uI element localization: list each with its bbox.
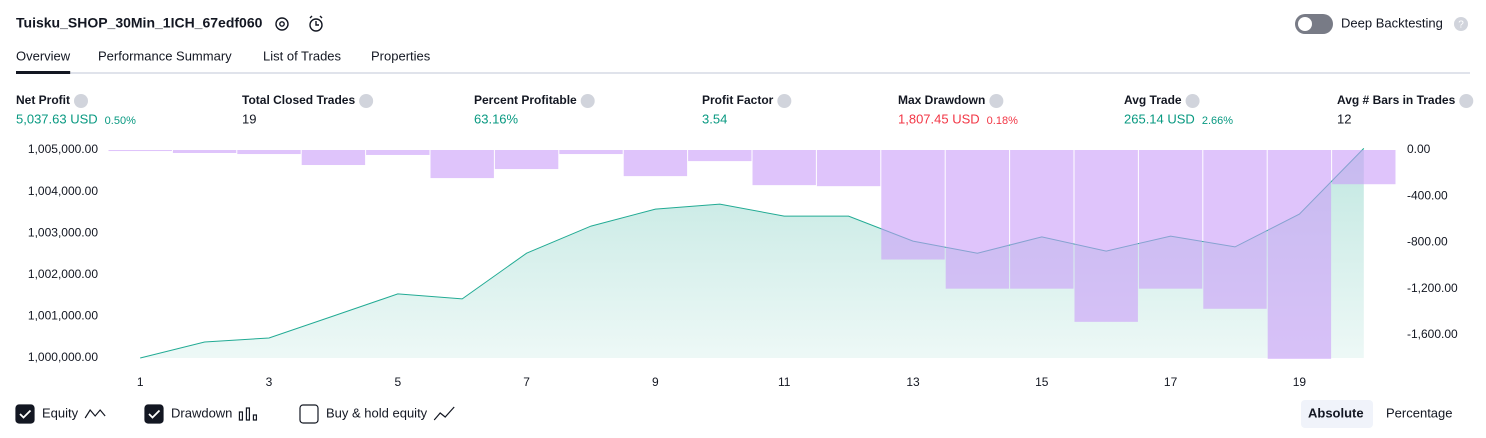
x-tick-label: 13 <box>906 375 920 389</box>
drawdown-bar <box>1332 150 1396 185</box>
checkbox[interactable] <box>144 404 164 424</box>
tab[interactable]: Properties <box>371 48 431 63</box>
y2-tick-label: -1,200.00 <box>1407 281 1458 295</box>
x-tick-label: 9 <box>652 375 659 389</box>
metric-value: 265.14 USD <box>1124 111 1195 126</box>
metric-value: 19 <box>242 111 256 126</box>
help-icon[interactable] <box>1454 17 1468 31</box>
metric-percent: 0.18% <box>987 115 1018 127</box>
metric-value: 3.54 <box>702 111 727 126</box>
y2-tick-label: -1,600.00 <box>1407 327 1458 341</box>
checkbox[interactable] <box>15 404 35 424</box>
metric-percent: 0.50% <box>105 115 136 127</box>
y-tick-label: 1,000,000.00 <box>28 350 98 364</box>
y-tick-label: 1,001,000.00 <box>28 309 98 323</box>
drawdown-bar <box>494 150 559 170</box>
scale-button-bg[interactable] <box>1301 400 1373 428</box>
x-tick-label: 15 <box>1035 375 1049 389</box>
add-alert-icon[interactable] <box>309 15 323 32</box>
legend-icon <box>238 407 258 421</box>
x-tick-label: 3 <box>266 375 273 389</box>
metrics: Net Profit 5,037.63 USD 0.50% Total Closed … <box>16 93 1474 127</box>
metric-value: 12 <box>1337 111 1351 126</box>
drawdown-bar <box>430 150 494 179</box>
toggle-knob <box>1298 17 1312 31</box>
drawdown-bar <box>172 150 237 154</box>
tab[interactable]: List of Trades <box>263 48 342 63</box>
x-tick-label: 5 <box>394 375 401 389</box>
metric-label: Profit Factor <box>702 93 774 107</box>
equity-area <box>140 148 1364 358</box>
drawdown-bar <box>1010 150 1074 289</box>
metric-value: 63.16% <box>474 111 519 126</box>
drawdown-bar <box>1203 150 1267 309</box>
y2-tick-label: -800.00 <box>1407 235 1448 249</box>
checkbox[interactable] <box>299 404 319 424</box>
active-tab-underline <box>16 71 71 74</box>
legend-icon <box>84 408 106 419</box>
drawdown-bar <box>108 150 172 152</box>
x-tick-label: 19 <box>1293 375 1307 389</box>
info-icon[interactable] <box>359 94 374 108</box>
scale-button[interactable]: Percentage <box>1386 405 1453 420</box>
tab[interactable]: Overview <box>16 48 71 63</box>
y-tick-label: 1,005,000.00 <box>28 142 98 156</box>
metric-label: Percent Profitable <box>474 93 577 107</box>
help-mark: ? <box>1458 20 1464 31</box>
metric-label: Avg # Bars in Trades <box>1337 93 1456 107</box>
drawdown-bar <box>945 150 1010 289</box>
info-icon[interactable] <box>777 94 792 108</box>
info-icon[interactable] <box>580 94 595 108</box>
info-icon[interactable] <box>74 94 88 108</box>
x-tick-label: 1 <box>137 375 144 389</box>
drawdown-bar <box>688 150 752 162</box>
metric-value: 5,037.63 USD <box>16 111 98 126</box>
x-tick-label: 7 <box>523 375 530 389</box>
footer: Equity Drawdown Buy & hold equity Absolute P… <box>15 400 1453 428</box>
drawdown-bar <box>559 150 623 155</box>
metric-value: 1,807.45 USD <box>898 111 980 126</box>
drawdown-bar <box>752 150 816 186</box>
x-tick-label: 17 <box>1164 375 1178 389</box>
legend-label: Equity <box>42 405 79 420</box>
drawdown-bar <box>366 150 430 155</box>
y-tick-label: 1,004,000.00 <box>28 184 98 198</box>
metric-label: Max Drawdown <box>898 93 985 107</box>
legend-label: Buy & hold equity <box>326 405 428 420</box>
metric-label: Net Profit <box>16 93 70 107</box>
drawdown-bar <box>1074 150 1138 322</box>
drawdown-bar <box>881 150 945 260</box>
chart: 1,000,000.00 1,001,000.00 1,002,000.00 1,00… <box>28 142 1458 389</box>
y-tick-label: 1,002,000.00 <box>28 267 98 281</box>
x-tick-label: 11 <box>778 375 791 389</box>
checkmark <box>148 409 161 419</box>
strategy-title: Tuisku_SHOP_30Min_1ICH_67edf060 <box>16 15 263 31</box>
settings-icon[interactable] <box>275 17 289 31</box>
drawdown-bar <box>816 150 881 187</box>
info-icon[interactable] <box>989 94 1004 108</box>
drawdown-bar <box>623 150 688 177</box>
metric-label: Avg Trade <box>1124 93 1182 107</box>
drawdown-bar <box>1138 150 1203 289</box>
scale-button[interactable]: Absolute <box>1308 405 1364 420</box>
drawdown-bar <box>1267 150 1332 359</box>
legend-icon <box>433 406 455 421</box>
y-tick-label: 1,003,000.00 <box>28 225 98 239</box>
y2-tick-label: 0.00 <box>1407 142 1431 156</box>
y2-tick-label: -400.00 <box>1407 188 1448 202</box>
metric-percent: 2.66% <box>1202 115 1233 127</box>
drawdown-bar <box>301 150 366 166</box>
info-icon[interactable] <box>1185 94 1200 108</box>
tab[interactable]: Performance Summary <box>98 48 232 63</box>
drawdown-bar <box>237 150 301 155</box>
checkmark <box>19 409 32 419</box>
toggle-label: Deep Backtesting <box>1341 15 1443 30</box>
metric-label: Total Closed Trades <box>242 93 355 107</box>
tabs: Overview Performance Summary List of Trade… <box>16 48 431 74</box>
legend-label: Drawdown <box>171 405 232 420</box>
info-icon[interactable] <box>1459 94 1474 108</box>
